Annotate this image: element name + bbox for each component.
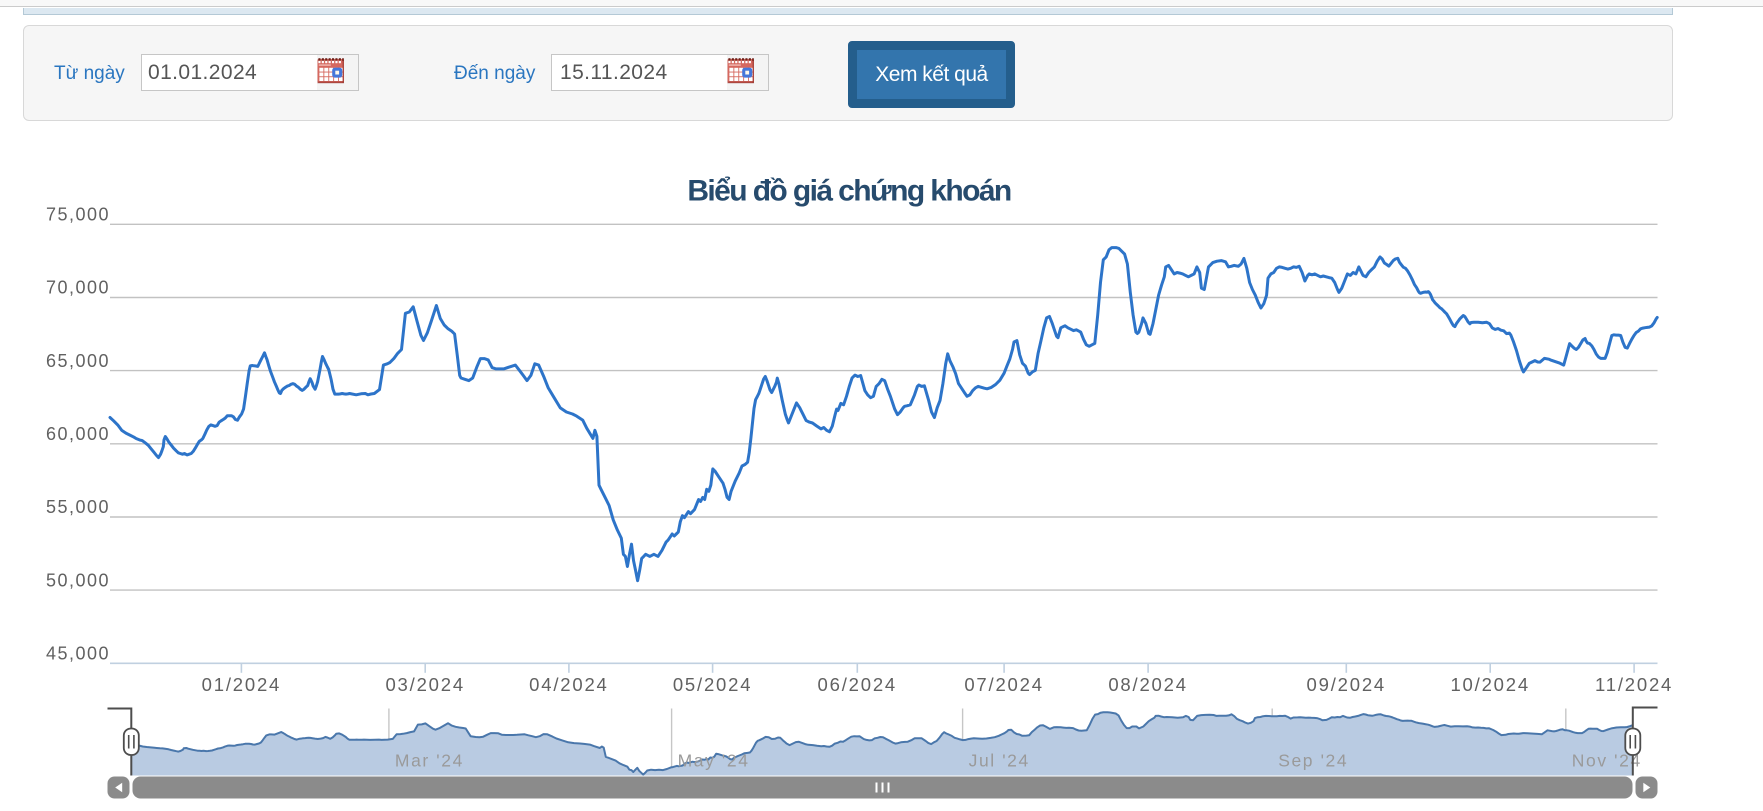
svg-text:Jul '24: Jul '24 bbox=[969, 751, 1030, 771]
svg-text:75,000: 75,000 bbox=[46, 205, 110, 225]
svg-text:65,000: 65,000 bbox=[46, 351, 110, 371]
svg-text:06/2024: 06/2024 bbox=[818, 674, 897, 695]
svg-text:May '24: May '24 bbox=[678, 751, 750, 771]
svg-text:55,000: 55,000 bbox=[46, 497, 110, 517]
svg-text:Mar '24: Mar '24 bbox=[395, 751, 464, 771]
svg-text:50,000: 50,000 bbox=[46, 570, 110, 590]
svg-text:70,000: 70,000 bbox=[46, 278, 110, 298]
svg-text:09/2024: 09/2024 bbox=[1307, 674, 1386, 695]
svg-text:Sep '24: Sep '24 bbox=[1278, 751, 1348, 771]
svg-text:05/2024: 05/2024 bbox=[673, 674, 752, 695]
svg-text:07/2024: 07/2024 bbox=[964, 674, 1043, 695]
svg-text:Nov '24: Nov '24 bbox=[1572, 751, 1642, 771]
svg-text:01/2024: 01/2024 bbox=[202, 674, 281, 695]
svg-text:08/2024: 08/2024 bbox=[1108, 674, 1187, 695]
svg-text:04/2024: 04/2024 bbox=[529, 674, 608, 695]
svg-text:60,000: 60,000 bbox=[46, 424, 110, 444]
svg-text:45,000: 45,000 bbox=[46, 644, 110, 664]
svg-text:Biểu đồ giá chứng khoán: Biểu đồ giá chứng khoán bbox=[687, 175, 1011, 208]
svg-text:11/2024: 11/2024 bbox=[1595, 674, 1673, 695]
svg-text:10/2024: 10/2024 bbox=[1450, 674, 1529, 695]
svg-text:03/2024: 03/2024 bbox=[385, 674, 464, 695]
